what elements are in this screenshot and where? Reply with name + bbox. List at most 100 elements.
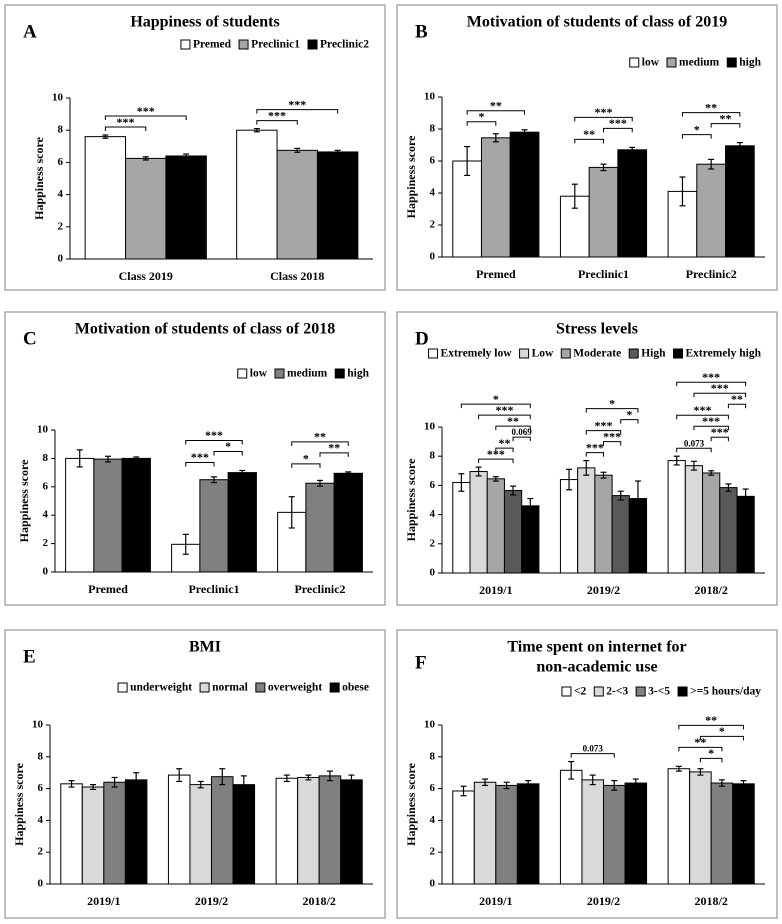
bar xyxy=(297,776,320,885)
y-tick-label: 6 xyxy=(43,480,49,492)
x-tick-label: Premed xyxy=(476,267,516,281)
y-tick-label: 10 xyxy=(424,719,436,731)
error-bar xyxy=(589,774,596,786)
chart-title: Stress levels xyxy=(556,321,638,338)
y-tick-label: 4 xyxy=(430,187,436,199)
legend-swatch xyxy=(255,682,266,693)
bar xyxy=(495,784,518,885)
significance-bracket xyxy=(495,447,514,453)
bar xyxy=(725,145,755,258)
y-tick-label: 2 xyxy=(58,220,64,232)
bar xyxy=(305,482,335,573)
legend-swatch xyxy=(274,368,285,379)
error-bar xyxy=(345,471,352,476)
legend-label: Extremely high xyxy=(686,348,762,360)
y-tick-label: 4 xyxy=(430,508,436,520)
error-bar xyxy=(240,775,247,794)
legend-swatch xyxy=(117,682,128,693)
significance-bracket xyxy=(291,463,321,468)
error-bar xyxy=(566,468,573,491)
bar xyxy=(486,478,505,574)
legend-label: <2 xyxy=(574,686,587,698)
panel: BMI E 0 2 4 6 8 10 Happiness score 2019/1 2019/2 20… xyxy=(4,629,386,919)
error-bar xyxy=(742,488,749,505)
y-tick-label: 0 xyxy=(38,878,44,890)
significance-label: * xyxy=(609,396,615,410)
error-bar xyxy=(629,146,636,153)
error-bar xyxy=(334,149,341,155)
y-tick-label: 2 xyxy=(430,846,436,858)
y-tick-label: 8 xyxy=(430,450,436,462)
legend-swatch xyxy=(628,348,639,359)
legend-swatch xyxy=(629,57,640,68)
panel-label: C xyxy=(23,328,37,349)
error-bar xyxy=(521,129,528,136)
error-bar xyxy=(288,496,295,529)
bar xyxy=(736,495,755,574)
bar xyxy=(121,457,151,573)
bar xyxy=(167,774,191,885)
x-tick-label: Premed xyxy=(88,582,128,596)
y-tick-label: 4 xyxy=(43,509,49,521)
chart-title: Motivation of students of class of 2019 xyxy=(467,14,727,31)
y-tick-label: 10 xyxy=(32,719,44,731)
x-tick-label: Preclinic1 xyxy=(578,267,629,281)
significance-label: 0.073 xyxy=(684,438,705,448)
y-tick-label: 0 xyxy=(430,878,436,890)
y-tick-label: 0 xyxy=(430,251,436,263)
significance-label: ** xyxy=(328,441,340,455)
bar xyxy=(710,782,734,885)
bar xyxy=(189,784,212,885)
significance-label: ** xyxy=(720,111,732,125)
error-bar xyxy=(611,780,618,791)
significance-bracket xyxy=(256,120,298,125)
bar xyxy=(603,784,626,885)
chart-title: non-academic use xyxy=(536,659,657,676)
legend-label: medium xyxy=(679,57,720,69)
bar xyxy=(473,781,497,885)
significance-label: * xyxy=(719,724,725,738)
x-tick-label: 2018/2 xyxy=(694,894,727,908)
significance-label: *** xyxy=(702,414,720,428)
significance-label: *** xyxy=(595,418,613,432)
error-bar xyxy=(482,778,489,787)
error-bar xyxy=(102,134,109,139)
x-tick-label: Preclinic1 xyxy=(188,582,239,596)
error-bar xyxy=(176,768,183,783)
significance-label: ** xyxy=(314,430,326,444)
y-axis-label: Happiness score xyxy=(404,458,418,541)
bar xyxy=(594,474,613,574)
bar xyxy=(732,783,755,885)
y-tick-label: 6 xyxy=(430,155,436,167)
legend-label: obese xyxy=(342,682,369,694)
significance-label: * xyxy=(225,439,231,453)
error-bar xyxy=(492,133,499,143)
legend-swatch xyxy=(428,348,439,359)
significance-bracket xyxy=(603,441,622,446)
y-axis-label: Happiness score xyxy=(12,762,26,845)
error-bar xyxy=(182,533,189,555)
significance-bracket xyxy=(681,134,712,139)
significance-bracket xyxy=(213,450,243,456)
error-bar xyxy=(600,163,607,172)
bar xyxy=(227,472,257,573)
significance-bracket xyxy=(574,138,604,144)
x-tick-label: 2019/1 xyxy=(479,894,512,908)
bar xyxy=(276,149,318,260)
significance-bracket xyxy=(681,112,741,117)
error-bar xyxy=(583,459,590,476)
legend-label: >=5 hours/day xyxy=(690,686,761,698)
error-bar xyxy=(294,147,301,153)
error-bar xyxy=(458,473,465,492)
panel-label: D xyxy=(415,328,429,349)
y-tick-label: 8 xyxy=(58,124,64,136)
legend-swatch xyxy=(329,682,340,693)
significance-bracket xyxy=(620,419,639,424)
legend-label: medium xyxy=(287,368,328,380)
bar xyxy=(689,771,712,885)
significance-bracket xyxy=(291,441,349,446)
significance-label: ** xyxy=(507,414,519,428)
x-tick-label: 2019/2 xyxy=(587,894,620,908)
significance-label: * xyxy=(626,407,632,421)
bar xyxy=(696,163,727,258)
